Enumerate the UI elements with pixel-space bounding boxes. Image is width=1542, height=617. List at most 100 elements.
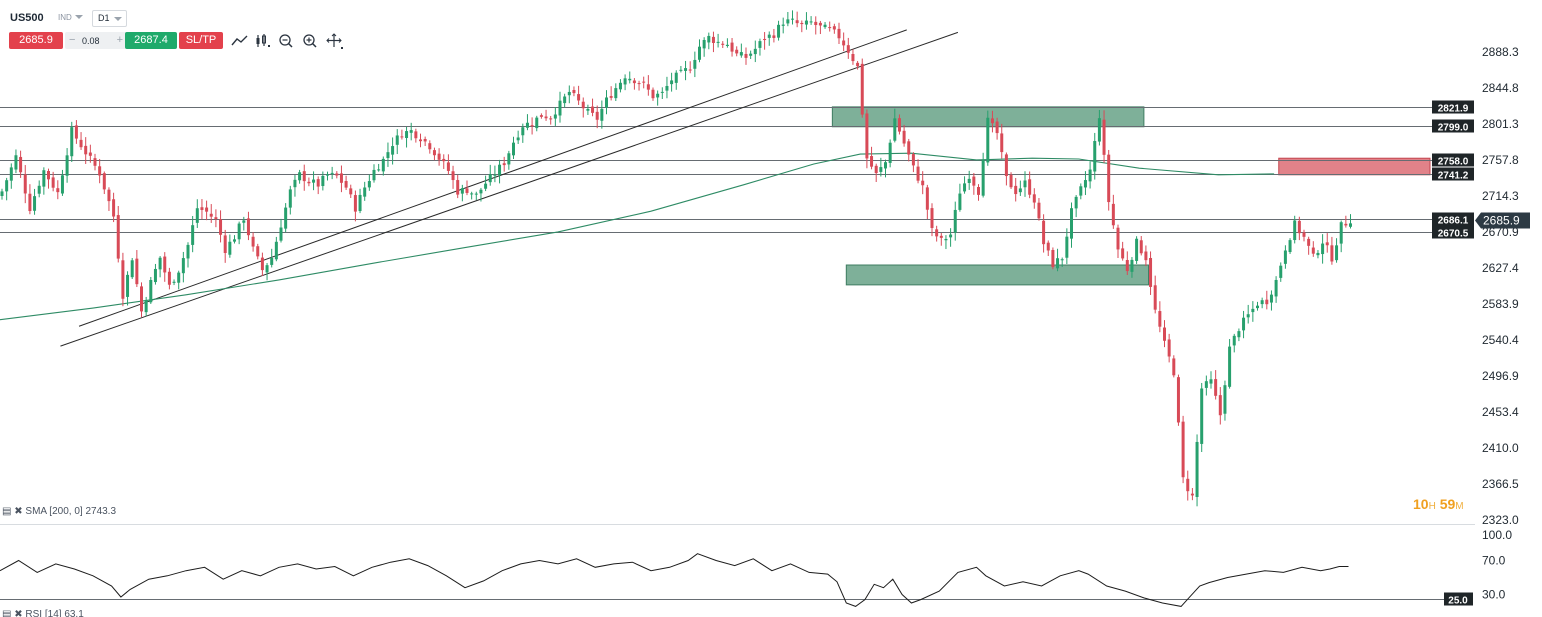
- candle-bull: [9, 167, 13, 181]
- close-icon[interactable]: ✖: [14, 609, 23, 617]
- candle-bull: [177, 272, 181, 283]
- price-tick-label: 2583.9: [1482, 297, 1519, 311]
- candle-bull: [1070, 208, 1073, 239]
- candle-bear: [1163, 327, 1166, 341]
- candle-bear: [1000, 133, 1004, 153]
- candle-bull: [172, 281, 176, 283]
- candle-bull: [288, 189, 292, 208]
- candle-bear: [1181, 421, 1185, 478]
- candle-bull: [493, 174, 497, 176]
- rsi-line: [0, 553, 1349, 607]
- crosshair-icon[interactable]: [324, 32, 344, 50]
- candle-bull: [358, 194, 362, 212]
- symbol-name[interactable]: US500: [10, 12, 44, 24]
- price-tick-label: 2627.4: [1482, 261, 1519, 275]
- candle-bear: [930, 208, 934, 228]
- candle-bear: [1172, 358, 1176, 376]
- candle-bull: [791, 18, 794, 20]
- candle-bull: [0, 191, 4, 196]
- candle-bull: [981, 160, 985, 196]
- candle-bear: [1014, 185, 1018, 195]
- candle-bull: [1293, 220, 1297, 241]
- candle-bear: [828, 27, 832, 29]
- candle-bull: [823, 24, 827, 28]
- quantity-stepper[interactable]: − 0.08 +: [65, 32, 127, 49]
- sltp-button[interactable]: SL/TP: [179, 32, 223, 49]
- candle-bull: [516, 137, 520, 141]
- candle-bull: [181, 258, 185, 274]
- candle-bull: [1228, 346, 1232, 387]
- timeframe-select[interactable]: D1: [92, 10, 127, 27]
- line-chart-icon[interactable]: [230, 32, 250, 50]
- candle-bull: [1204, 381, 1208, 388]
- buy-button[interactable]: 2687.4: [125, 32, 177, 49]
- rsi-legend[interactable]: ▤ ✖ RSI [14] 63.1: [2, 609, 84, 617]
- candle-bear: [637, 83, 641, 85]
- candle-bull: [953, 209, 957, 233]
- candle-bear: [990, 118, 994, 124]
- candle-bull: [391, 146, 395, 155]
- candle-bull: [1083, 180, 1087, 188]
- candle-bull: [293, 179, 297, 188]
- indicators-icon[interactable]: [254, 32, 274, 50]
- candle-bear: [344, 181, 348, 188]
- candle-bear: [711, 36, 715, 43]
- decrease-button[interactable]: −: [69, 34, 76, 46]
- candle-bull: [381, 158, 385, 172]
- sma-legend[interactable]: ▤ ✖ SMA [200, 0] 2743.3: [2, 506, 116, 517]
- candle-bull: [270, 257, 274, 265]
- candle-bear: [1139, 240, 1143, 254]
- candle-bull: [507, 153, 511, 165]
- chevron-down-icon[interactable]: [75, 15, 83, 19]
- price-axis: 2888.32844.82801.32757.82714.32670.92627…: [0, 45, 1530, 527]
- price-tick-label: 2410.0: [1482, 441, 1519, 455]
- candle-bear: [339, 173, 343, 183]
- candle-bull: [367, 181, 371, 188]
- candle-bear: [456, 180, 460, 195]
- candle-bear: [730, 42, 734, 52]
- rsi-tick-label: 30.0: [1482, 588, 1506, 602]
- candle-bull: [1269, 294, 1273, 303]
- zoom-in-icon[interactable]: [300, 32, 320, 50]
- level-label-bg: [1432, 100, 1474, 114]
- candle-bull: [191, 225, 195, 245]
- candle-bear: [1144, 251, 1148, 261]
- candle-bear: [544, 116, 548, 119]
- candle-bear: [260, 257, 264, 271]
- settings-icon[interactable]: ▤: [2, 506, 12, 517]
- increase-button[interactable]: +: [116, 34, 123, 46]
- zoom-out-icon[interactable]: [276, 32, 296, 50]
- level-label-bg: [1432, 167, 1474, 181]
- candle-bear: [112, 199, 116, 217]
- candle-bear: [972, 176, 976, 186]
- candle-bull: [949, 234, 953, 238]
- price-tick-label: 2714.3: [1482, 189, 1519, 203]
- candle-bear: [1311, 247, 1315, 254]
- quantity-value[interactable]: 0.08: [82, 36, 100, 46]
- candle-bull: [809, 21, 813, 23]
- candle-bull: [614, 88, 618, 99]
- candle-bear: [163, 256, 167, 273]
- candle-bull: [665, 85, 669, 91]
- trendlines[interactable]: [60, 29, 959, 347]
- candle-bull: [1065, 236, 1069, 258]
- candle-bull: [558, 100, 562, 116]
- candle-bull: [1274, 279, 1278, 297]
- candle-bear: [921, 180, 925, 186]
- candle-bear: [400, 136, 404, 138]
- settings-icon[interactable]: ▤: [2, 609, 12, 617]
- candle-bull: [42, 170, 46, 187]
- candle-bear: [925, 187, 929, 210]
- candle-bull: [804, 20, 808, 25]
- candle-bear: [1107, 154, 1111, 203]
- candle-bull: [739, 52, 743, 56]
- candle-bear: [116, 215, 120, 259]
- candle-bear: [688, 69, 692, 71]
- candle-bear: [539, 115, 543, 117]
- candle-bear: [98, 166, 102, 176]
- sell-button[interactable]: 2685.9: [9, 32, 63, 49]
- candle-bear: [763, 38, 767, 41]
- candle-bear: [451, 171, 455, 181]
- close-icon[interactable]: ✖: [14, 506, 23, 517]
